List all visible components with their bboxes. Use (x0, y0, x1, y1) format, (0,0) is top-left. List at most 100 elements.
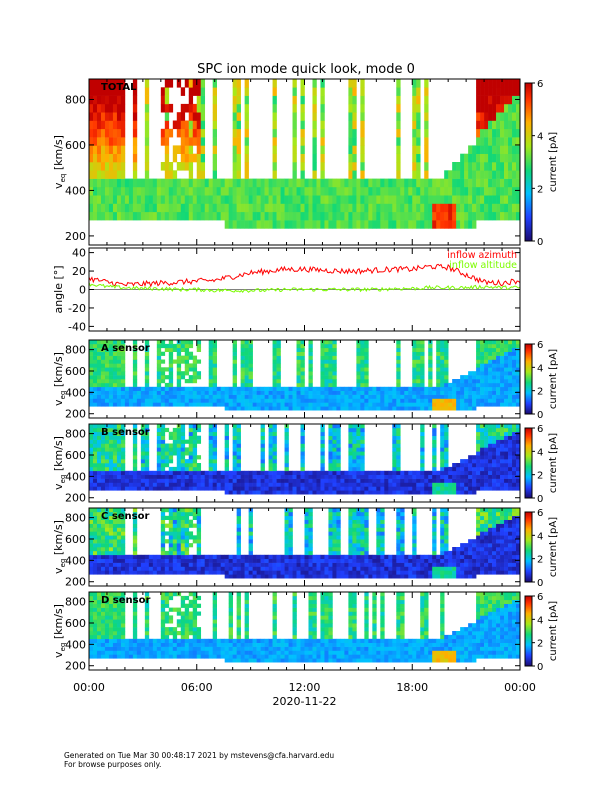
heatmap-cell (496, 162, 501, 171)
heatmap-cell (144, 402, 150, 407)
heatmap-cell (456, 186, 461, 196)
heatmap-cell (376, 470, 381, 475)
heatmap-cell (476, 455, 481, 460)
heatmap-cell (168, 451, 174, 456)
heatmap-cell (480, 95, 485, 105)
heatmap-cell (456, 178, 461, 188)
heatmap-cell (140, 451, 146, 456)
heatmap-cell (352, 470, 357, 475)
heatmap-cell (156, 186, 162, 196)
heatmap-cell (244, 137, 249, 146)
heatmap-cell (308, 482, 313, 487)
heatmap-cell (468, 478, 473, 483)
heatmap-cell (128, 394, 134, 399)
heatmap-cell (468, 170, 473, 179)
heatmap-cell (184, 367, 190, 372)
heatmap-cell (108, 95, 114, 105)
heatmap-cell (360, 527, 365, 532)
heatmap-cell (92, 443, 98, 448)
heatmap-cell (252, 386, 257, 391)
heatmap-cell (480, 459, 485, 464)
heatmap-cell (320, 554, 325, 559)
heatmap-cell (276, 406, 281, 411)
heatmap-cell (268, 390, 273, 395)
heatmap-cell (296, 474, 301, 479)
heatmap-cell (392, 574, 397, 579)
heatmap-cell (312, 470, 317, 475)
heatmap-cell (436, 371, 441, 376)
heatmap-cell (320, 79, 325, 88)
heatmap-cell (212, 379, 217, 384)
heatmap-cell (452, 203, 457, 213)
heatmap-cell (192, 466, 198, 472)
heatmap-cell (144, 153, 150, 163)
heatmap-cell (196, 515, 202, 520)
heatmap-cell (332, 455, 337, 460)
heatmap-cell (180, 486, 186, 491)
heatmap-cell (508, 463, 513, 468)
heatmap-cell (324, 195, 329, 204)
heatmap-cell (172, 466, 178, 472)
heatmap-cell (160, 375, 166, 380)
heatmap-cell (476, 170, 481, 179)
heatmap-cell (440, 220, 445, 229)
heatmap-cell (272, 566, 277, 571)
y-tick-label: 400 (65, 386, 86, 399)
heatmap-cell (232, 474, 237, 479)
heatmap-cell (320, 128, 325, 138)
heatmap-cell (416, 162, 421, 171)
heatmap-cell (304, 394, 309, 399)
heatmap-cell (188, 478, 194, 483)
heatmap-cell (488, 474, 493, 479)
heatmap-cell (416, 178, 421, 188)
heatmap-cell (328, 355, 333, 360)
heatmap-cell (432, 470, 437, 475)
heatmap-cell (240, 375, 245, 380)
heatmap-cell (336, 515, 341, 520)
heatmap-cell (516, 439, 521, 444)
heatmap-cell (396, 455, 401, 460)
heatmap-cell (296, 186, 301, 196)
heatmap-cell (388, 566, 393, 571)
heatmap-cell (304, 566, 309, 571)
heatmap-cell (232, 455, 237, 460)
heatmap-cell (372, 390, 377, 395)
heatmap-cell (316, 386, 321, 391)
heatmap-cell (360, 363, 365, 368)
heatmap-cell (420, 427, 425, 433)
heatmap-cell (512, 439, 517, 444)
heatmap-cell (416, 558, 421, 563)
heatmap-cell (196, 511, 202, 517)
heatmap-cell (304, 543, 309, 548)
heatmap-cell (356, 455, 361, 460)
heatmap-cell (436, 470, 441, 475)
heatmap-cell (380, 203, 385, 213)
heatmap-cell (380, 535, 385, 540)
heatmap-cell (428, 566, 433, 571)
heatmap-cell (364, 347, 369, 352)
heatmap-cell (300, 435, 305, 440)
heatmap-cell (192, 447, 198, 452)
heatmap-cell (276, 554, 281, 559)
heatmap-cell (320, 486, 325, 491)
heatmap-cell (292, 153, 297, 163)
heatmap-cell (104, 482, 110, 487)
heatmap-cell (308, 398, 313, 403)
heatmap-cell (480, 363, 485, 368)
heatmap-cell (480, 137, 485, 146)
heatmap-cell (312, 474, 317, 479)
heatmap-cell (100, 128, 106, 138)
heatmap-cell (364, 566, 369, 571)
heatmap-cell (508, 355, 513, 360)
heatmap-cell (184, 355, 190, 360)
heatmap-cell (384, 195, 389, 204)
heatmap-cell (212, 343, 217, 349)
heatmap-cell (396, 162, 401, 171)
heatmap-cell (308, 562, 313, 567)
heatmap-cell (188, 398, 194, 403)
heatmap-cell (108, 379, 114, 384)
heatmap-cell (252, 220, 257, 229)
heatmap-cell (516, 482, 521, 487)
heatmap-cell (168, 211, 174, 221)
heatmap-cell (196, 554, 202, 559)
